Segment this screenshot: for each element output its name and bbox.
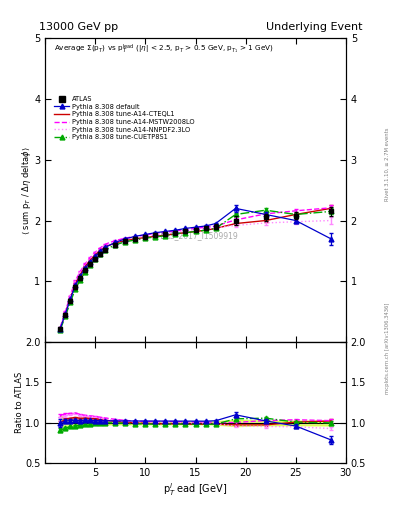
Text: 13000 GeV pp: 13000 GeV pp [39,22,118,32]
Text: Underlying Event: Underlying Event [266,22,363,32]
Text: mcplots.cern.ch [arXiv:1306.3436]: mcplots.cern.ch [arXiv:1306.3436] [385,303,390,394]
Text: ATLAS_2017_I1509919: ATLAS_2017_I1509919 [152,231,239,240]
Text: Rivet 3.1.10, ≥ 2.7M events: Rivet 3.1.10, ≥ 2.7M events [385,127,390,201]
Y-axis label: Ratio to ATLAS: Ratio to ATLAS [15,372,24,433]
Y-axis label: $\langle$ sum p$_T$ / $\Delta\eta$ delta$\phi\rangle$: $\langle$ sum p$_T$ / $\Delta\eta$ delta… [20,146,33,234]
Text: Average $\Sigma$(p$_T$) vs p$_T^{\rm lead}$ ($|\eta|$ < 2.5, p$_T$ > 0.5 GeV, p$: Average $\Sigma$(p$_T$) vs p$_T^{\rm lea… [54,43,274,56]
Legend: ATLAS, Pythia 8.308 default, Pythia 8.308 tune-A14-CTEQL1, Pythia 8.308 tune-A14: ATLAS, Pythia 8.308 default, Pythia 8.30… [51,93,198,143]
X-axis label: p$_T^l$ ead [GeV]: p$_T^l$ ead [GeV] [163,481,228,498]
